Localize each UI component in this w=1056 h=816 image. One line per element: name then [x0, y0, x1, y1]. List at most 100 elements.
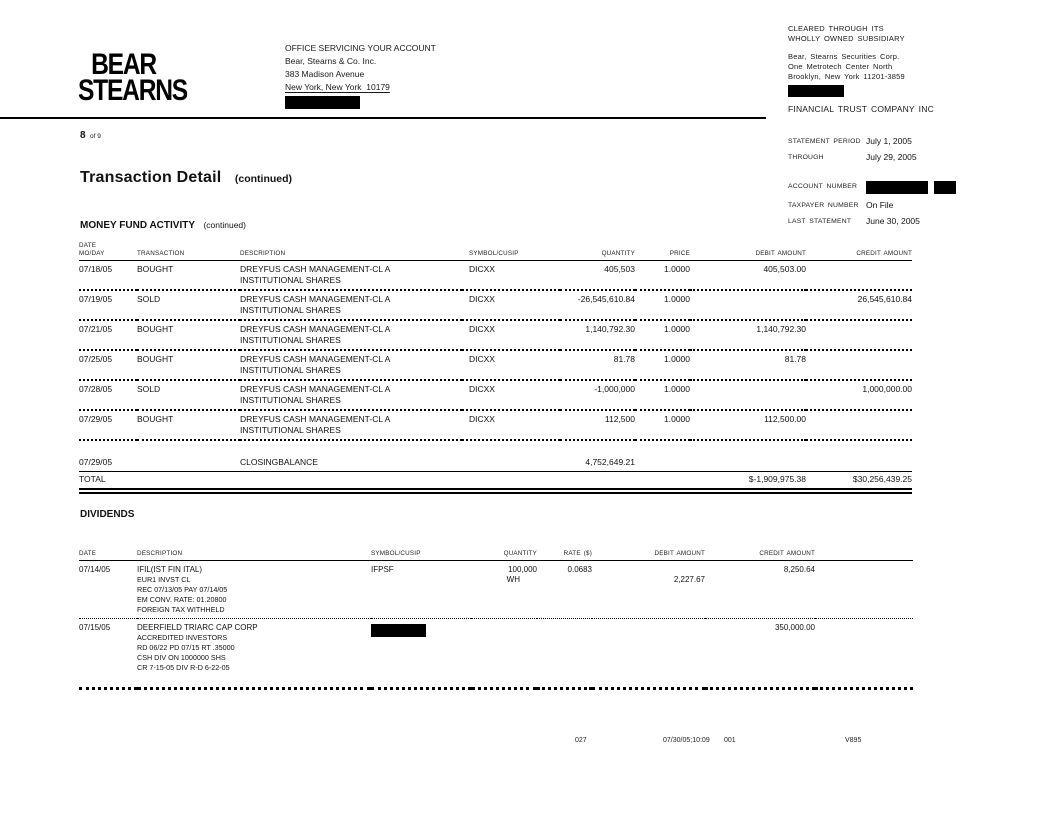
- txn-type: BOUGHT: [137, 324, 174, 334]
- div-symbol: IFPSF: [371, 565, 394, 574]
- spacer: [788, 44, 934, 52]
- taxpayer-value: On File: [866, 200, 894, 210]
- statement-period-value: July 1, 2005: [866, 136, 912, 146]
- txn-type: BOUGHT: [137, 414, 174, 424]
- table-row: 07/15/05 DEERFIELD TRIARC CAP CORP ACCRE…: [79, 618, 913, 690]
- page-number: 8 of 9: [80, 125, 101, 143]
- account-number-label: ACCOUNT NUMBER: [788, 183, 858, 190]
- office-heading: OFFICE SERVICING YOUR ACCOUNT: [285, 43, 436, 53]
- txn-desc-line1: DREYFUS CASH MANAGEMENT-CL A: [240, 324, 391, 334]
- div-credit: 350,000.00: [774, 623, 815, 632]
- col-header-date: DATE MO/DAY: [79, 240, 137, 261]
- txn-desc-line2: INSTITUTIONAL SHARES: [240, 305, 341, 315]
- table-row: 07/29/05 BOUGHT DREYFUS CASH MANAGEMENT-…: [79, 410, 912, 441]
- dividends-table: DATE DESCRIPTION SYMBOL/CUSIP QUANTITY R…: [79, 548, 913, 690]
- txn-debit: 112,500.00: [764, 414, 806, 424]
- txn-symbol: DICXX: [469, 414, 495, 424]
- txn-debit: 1,140,792.30: [756, 324, 806, 334]
- txn-credit: 1,000,000.00: [862, 384, 912, 394]
- div-rate: 0.0683: [567, 565, 592, 574]
- col-header-transaction: TRANSACTION: [137, 240, 240, 261]
- col-header-credit: CREDIT AMOUNT: [705, 548, 815, 561]
- col-header-quantity: QUANTITY: [560, 240, 635, 261]
- clearing-addr1: One Metrotech Center North: [788, 62, 893, 71]
- col-header-debit: DEBIT AMOUNT: [592, 548, 705, 561]
- txn-debit: [690, 294, 806, 305]
- txn-symbol: DICXX: [469, 264, 495, 274]
- txn-symbol: DICXX: [469, 384, 495, 394]
- blank-line: [592, 565, 705, 575]
- txn-symbol: DICXX: [469, 294, 495, 304]
- txn-debit: 81.78: [784, 354, 806, 364]
- txn-price: 1.0000: [664, 294, 690, 304]
- div-date: 07/15/05: [79, 623, 111, 632]
- txn-desc-line2: INSTITUTIONAL SHARES: [240, 395, 341, 405]
- col-header-symbol: SYMBOL/CUSIP: [371, 548, 471, 561]
- cleared-through-line1: CLEARED THROUGH ITS: [788, 24, 884, 33]
- header-divider: [0, 117, 766, 119]
- footer-datetime: 07/30/05;10:09: [663, 737, 710, 744]
- txn-credit: [806, 414, 912, 425]
- div-debit: 2,227.67: [673, 575, 705, 584]
- closing-date: 07/29/05: [79, 457, 113, 467]
- txn-type: BOUGHT: [137, 354, 174, 364]
- table-row: 07/18/05 BOUGHT DREYFUS CASH MANAGEMENT-…: [79, 260, 912, 291]
- clearing-addr2: Brooklyn, New York 11201-3859: [788, 72, 905, 81]
- txn-quantity: -26,545,610.84: [577, 294, 635, 304]
- col-header-credit: CREDIT AMOUNT: [806, 240, 912, 261]
- office-street: 383 Madison Avenue: [285, 69, 365, 79]
- spacer-row: [79, 440, 912, 455]
- money-fund-table-header: DATE MO/DAY TRANSACTION DESCRIPTION SYMB…: [79, 240, 912, 261]
- last-statement-value: June 30, 2005: [866, 216, 920, 226]
- taxpayer-label: TAXPAYER NUMBER: [788, 202, 859, 209]
- txn-desc-line2: INSTITUTIONAL SHARES: [240, 365, 341, 375]
- office-city: New York, New York 10179: [285, 82, 390, 92]
- col-header-price: PRICE: [635, 240, 690, 261]
- txn-symbol: DICXX: [469, 354, 495, 364]
- txn-desc-line1: DREYFUS CASH MANAGEMENT-CL A: [240, 354, 391, 364]
- txn-credit: [806, 354, 912, 365]
- total-debit: $-1,909,975.38: [748, 474, 806, 484]
- taxpayer-row: TAXPAYER NUMBER On File: [788, 200, 1028, 210]
- txn-date: 07/25/05: [79, 354, 113, 364]
- txn-date: 07/29/05: [79, 414, 113, 424]
- account-number-value: [866, 181, 956, 194]
- footer-code: 027: [575, 737, 587, 744]
- office-address-block: OFFICE SERVICING YOUR ACCOUNT Bear, Stea…: [285, 42, 436, 109]
- div-credit: 8,250.64: [783, 565, 815, 574]
- dividends-table-header: DATE DESCRIPTION SYMBOL/CUSIP QUANTITY R…: [79, 548, 913, 561]
- footer-run-number: 001: [724, 737, 736, 744]
- txn-price: 1.0000: [664, 414, 690, 424]
- txn-price: 1.0000: [664, 264, 690, 274]
- div-desc-line3: REC 07/13/05 PAY 07/14/05: [137, 585, 228, 594]
- div-desc-line5: CR 7-15-05 DIV R-D 6-22-05: [137, 663, 230, 672]
- through-label: THROUGH: [788, 154, 824, 161]
- col-header-debit: DEBIT AMOUNT: [690, 240, 806, 261]
- money-fund-heading-text: MONEY FUND ACTIVITY: [80, 220, 196, 231]
- statement-period-row: STATEMENT PERIOD July 1, 2005: [788, 136, 1028, 146]
- page-title-continued: (continued): [234, 173, 293, 185]
- money-fund-table: DATE MO/DAY TRANSACTION DESCRIPTION SYMB…: [79, 240, 912, 494]
- div-date: 07/14/05: [79, 565, 111, 574]
- txn-desc-line2: INSTITUTIONAL SHARES: [240, 425, 341, 435]
- div-desc-line5: FOREIGN TAX WITHHELD: [137, 605, 225, 614]
- logo-line-1: BEAR: [91, 48, 157, 81]
- last-statement-label: LAST STATEMENT: [788, 218, 852, 225]
- col-header-description: DESCRIPTION: [240, 240, 462, 261]
- page-title: Transaction Detail (continued): [80, 169, 292, 187]
- redaction-bar: [934, 181, 956, 194]
- txn-date: 07/28/05: [79, 384, 113, 394]
- through-row: THROUGH July 29, 2005: [788, 152, 1028, 162]
- col-header-symbol: SYMBOL/CUSIP: [462, 240, 560, 261]
- txn-desc-line1: DREYFUS CASH MANAGEMENT-CL A: [240, 414, 391, 424]
- dividends-heading: DIVIDENDS: [80, 509, 135, 520]
- total-label: TOTAL: [79, 474, 106, 484]
- money-fund-heading-continued: (continued): [203, 220, 246, 230]
- div-quantity-wh: WH: [506, 575, 520, 584]
- txn-type: SOLD: [137, 294, 161, 304]
- account-holder-name: FINANCIAL TRUST COMPANY INC: [788, 104, 934, 114]
- div-desc-line2: ACCREDITED INVESTORS: [137, 633, 228, 642]
- txn-quantity: -1,000,000: [594, 384, 635, 394]
- table-row: 07/21/05 BOUGHT DREYFUS CASH MANAGEMENT-…: [79, 320, 912, 351]
- col-header-date: DATE: [79, 548, 137, 561]
